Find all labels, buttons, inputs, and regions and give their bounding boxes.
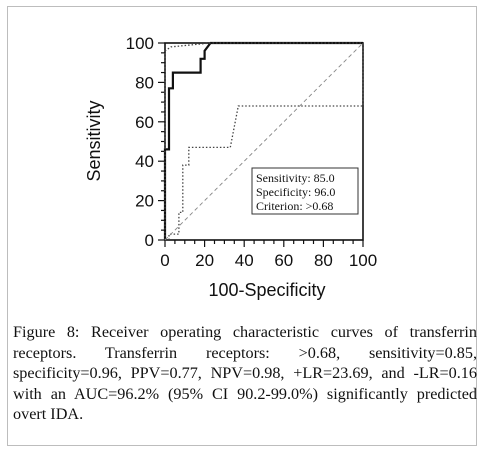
figure-frame: [7, 6, 477, 446]
y-tick-label: 20: [135, 192, 154, 211]
series-line-solid: [163, 41, 363, 240]
stats-box: [251, 167, 359, 215]
tick-labels: 0 20 40 60 80 100 0 20 40 60 80 100: [126, 34, 378, 270]
stat-criterion: Criterion: >0.68: [256, 199, 333, 213]
series-line-dashed-diagonal: [164, 42, 364, 241]
y-tick-label: 40: [135, 152, 154, 171]
x-tick-label: 40: [235, 251, 254, 270]
roc-chart: 0 20 40 60 80 100 0 20 40 60 80 100 Sensitivity 100…: [84, 34, 378, 300]
x-axis-label: 100-Specificity: [208, 280, 325, 300]
y-tick-label: 60: [135, 113, 154, 132]
figure-caption: Figure 8: Receiver operating characteris…: [13, 322, 477, 425]
y-axis-label: Sensitivity: [84, 100, 104, 181]
x-tick-label: 60: [274, 251, 293, 270]
roc-series: [163, 41, 364, 241]
caption-label: Figure 8:: [13, 323, 80, 341]
y-tick-label: 100: [126, 34, 154, 53]
stats-annotation: Sensitivity: 85.0 Specificity: 96.0 Crit…: [251, 167, 359, 215]
x-tick-label: 80: [314, 251, 333, 270]
stat-specificity: Specificity: 96.0: [256, 185, 335, 199]
y-tick-label: 80: [135, 73, 154, 92]
series-line-dotted-lower: [168, 43, 364, 240]
stat-sensitivity: Sensitivity: 85.0: [256, 171, 335, 185]
x-tick-label: 100: [349, 251, 377, 270]
y-tick-label: 0: [145, 231, 154, 250]
x-tick-label: 0: [160, 251, 169, 270]
series-line-dotted-upper: [164, 42, 364, 240]
x-tick-label: 20: [195, 251, 214, 270]
caption-text: Receiver operating characteristic curves…: [13, 323, 477, 423]
